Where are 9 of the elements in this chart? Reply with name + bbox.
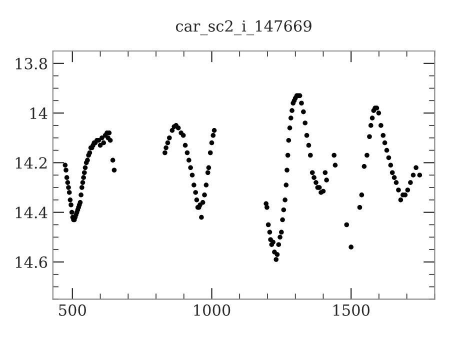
y-tick-label: 14.2 <box>16 157 47 169</box>
x-tick-label: 500 <box>59 304 86 316</box>
y-tick-label: 14.4 <box>16 206 48 218</box>
y-tick-label: 14 <box>30 108 48 119</box>
y-tick-label: 14.6 <box>16 256 48 268</box>
chart-title: car_sc2_i_147669 <box>176 20 312 36</box>
y-tick-label: 13.8 <box>16 58 48 70</box>
x-tick-label: 1500 <box>334 304 370 316</box>
x-tick-label: 1000 <box>194 304 230 316</box>
